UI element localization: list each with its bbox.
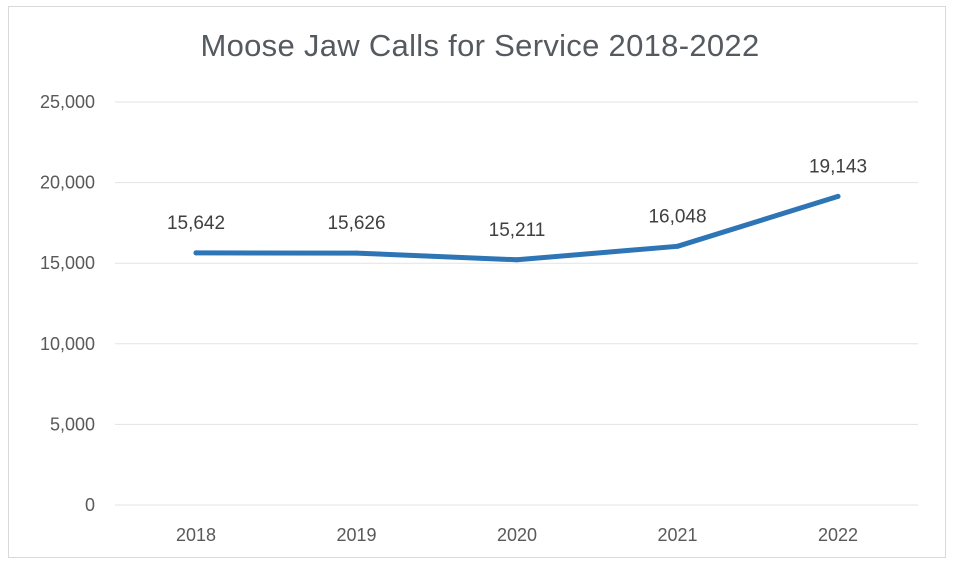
- x-tick-label: 2020: [497, 525, 537, 545]
- data-point: [835, 193, 841, 199]
- data-label: 15,642: [167, 213, 225, 234]
- data-point: [193, 250, 199, 256]
- y-tick-label: 10,000: [40, 334, 95, 354]
- y-tick-label: 25,000: [40, 92, 95, 112]
- x-tick-label: 2019: [336, 525, 376, 545]
- data-label: 15,211: [489, 220, 546, 241]
- data-point: [514, 257, 520, 263]
- x-axis-ticks: 2018 2019 2020 2021 2022: [176, 525, 858, 545]
- data-label: 19,143: [809, 156, 867, 177]
- chart-title: Moose Jaw Calls for Service 2018-2022: [200, 28, 760, 63]
- y-tick-label: 20,000: [40, 173, 95, 193]
- x-tick-label: 2018: [176, 525, 216, 545]
- data-point: [675, 243, 680, 249]
- chart-frame: [8, 6, 946, 558]
- y-tick-label: 5,000: [50, 414, 95, 434]
- series-lines: [193, 193, 841, 263]
- y-tick-label: 15,000: [40, 253, 95, 273]
- data-point: [354, 250, 359, 256]
- y-axis-ticks: 0 5,000 10,000 15,000 20,000 25,000: [40, 92, 95, 515]
- x-tick-label: 2021: [657, 525, 697, 545]
- gridlines: [115, 101, 918, 506]
- y-tick-label: 0: [85, 495, 95, 515]
- x-tick-label: 2022: [818, 525, 858, 545]
- data-label: 15,626: [327, 213, 385, 234]
- data-labels: 15,642 15,626 15,211 16,048 19,143: [167, 156, 867, 240]
- data-label: 16,048: [648, 206, 706, 227]
